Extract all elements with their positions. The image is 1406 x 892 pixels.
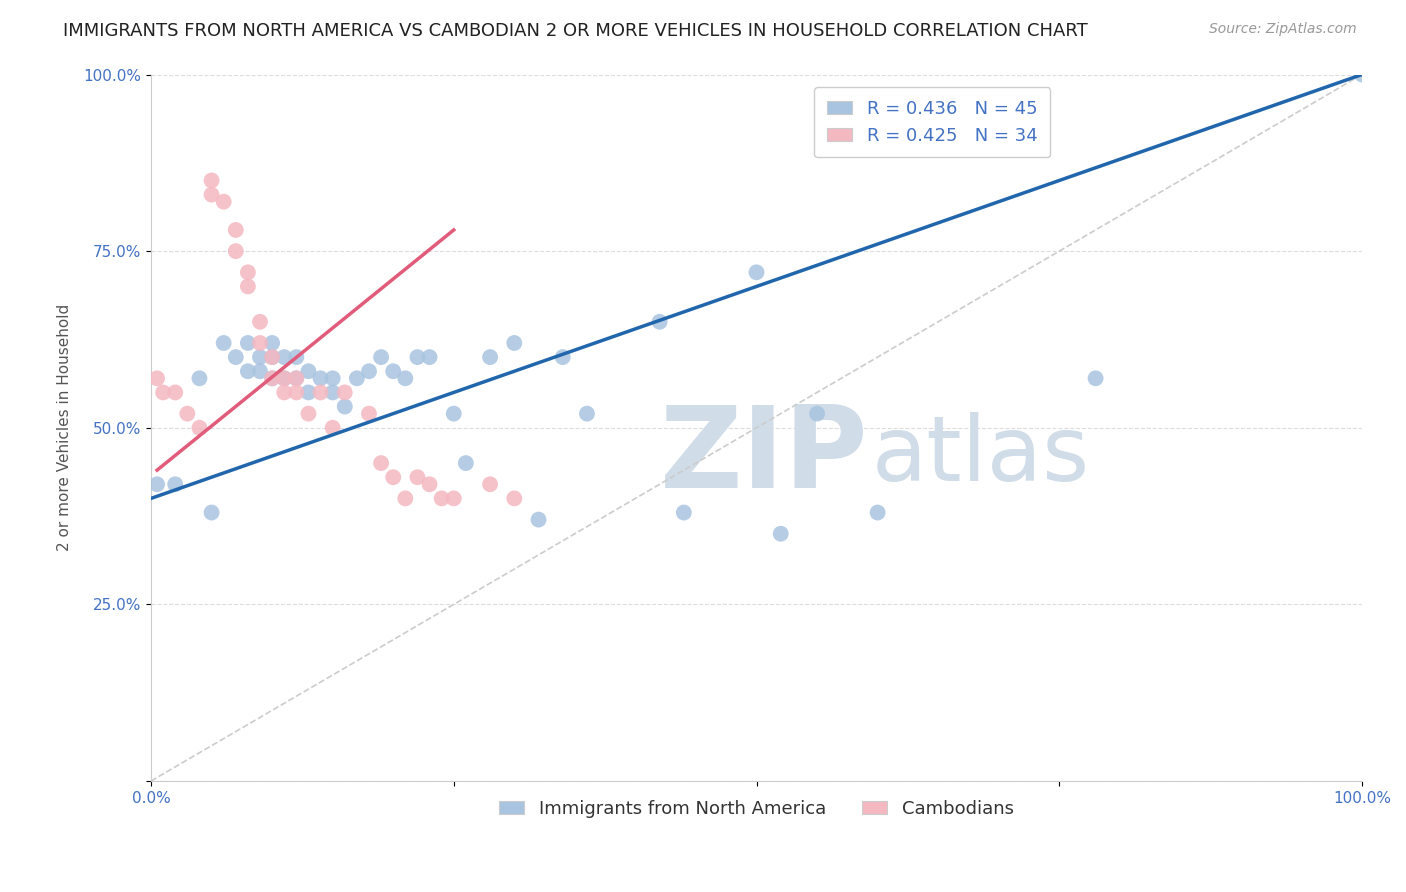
Point — [370, 456, 392, 470]
Text: IMMIGRANTS FROM NORTH AMERICA VS CAMBODIAN 2 OR MORE VEHICLES IN HOUSEHOLD CORRE: IMMIGRANTS FROM NORTH AMERICA VS CAMBODI… — [63, 22, 1088, 40]
Point — [322, 371, 344, 385]
Point — [262, 371, 284, 385]
Point — [454, 456, 477, 470]
Point — [262, 350, 284, 364]
Point — [249, 315, 271, 329]
Point — [419, 477, 441, 491]
Point — [165, 477, 187, 491]
Point — [165, 385, 187, 400]
Point — [285, 371, 308, 385]
Point — [357, 407, 380, 421]
Point — [479, 477, 502, 491]
Point — [273, 385, 295, 400]
Point — [346, 371, 368, 385]
Point — [297, 364, 319, 378]
Point — [1351, 68, 1374, 82]
Point — [322, 421, 344, 435]
Point — [745, 265, 768, 279]
Point — [262, 336, 284, 351]
Point — [225, 223, 247, 237]
Point — [200, 506, 222, 520]
Point — [527, 513, 550, 527]
Point — [285, 385, 308, 400]
Text: atlas: atlas — [872, 412, 1090, 500]
Point — [503, 491, 526, 506]
Point — [249, 336, 271, 351]
Point — [212, 194, 235, 209]
Point — [152, 385, 174, 400]
Point — [479, 350, 502, 364]
Point — [297, 385, 319, 400]
Point — [236, 364, 259, 378]
Point — [188, 421, 211, 435]
Point — [406, 350, 429, 364]
Text: ZIP: ZIP — [659, 401, 868, 511]
Point — [443, 407, 465, 421]
Point — [225, 350, 247, 364]
Point — [236, 265, 259, 279]
Point — [146, 371, 169, 385]
Point — [188, 371, 211, 385]
Point — [200, 187, 222, 202]
Point — [322, 385, 344, 400]
Legend: Immigrants from North America, Cambodians: Immigrants from North America, Cambodian… — [492, 792, 1021, 825]
Point — [382, 364, 405, 378]
Point — [273, 350, 295, 364]
Point — [200, 173, 222, 187]
Point — [443, 491, 465, 506]
Point — [672, 506, 695, 520]
Point — [309, 385, 332, 400]
Point — [370, 350, 392, 364]
Point — [551, 350, 574, 364]
Point — [262, 350, 284, 364]
Point — [866, 506, 889, 520]
Point — [575, 407, 598, 421]
Point — [236, 279, 259, 293]
Point — [503, 336, 526, 351]
Point — [419, 350, 441, 364]
Point — [648, 315, 671, 329]
Point — [806, 407, 828, 421]
Point — [394, 491, 416, 506]
Point — [273, 371, 295, 385]
Point — [357, 364, 380, 378]
Point — [382, 470, 405, 484]
Point — [333, 400, 356, 414]
Point — [297, 407, 319, 421]
Point — [273, 371, 295, 385]
Text: Source: ZipAtlas.com: Source: ZipAtlas.com — [1209, 22, 1357, 37]
Point — [394, 371, 416, 385]
Y-axis label: 2 or more Vehicles in Household: 2 or more Vehicles in Household — [58, 304, 72, 551]
Point — [1084, 371, 1107, 385]
Point — [333, 385, 356, 400]
Point — [225, 244, 247, 259]
Point — [146, 477, 169, 491]
Point — [309, 371, 332, 385]
Point — [176, 407, 198, 421]
Point — [769, 526, 792, 541]
Point — [212, 336, 235, 351]
Point — [249, 350, 271, 364]
Point — [249, 364, 271, 378]
Point — [285, 371, 308, 385]
Point — [285, 350, 308, 364]
Point — [430, 491, 453, 506]
Point — [406, 470, 429, 484]
Point — [262, 371, 284, 385]
Point — [236, 336, 259, 351]
